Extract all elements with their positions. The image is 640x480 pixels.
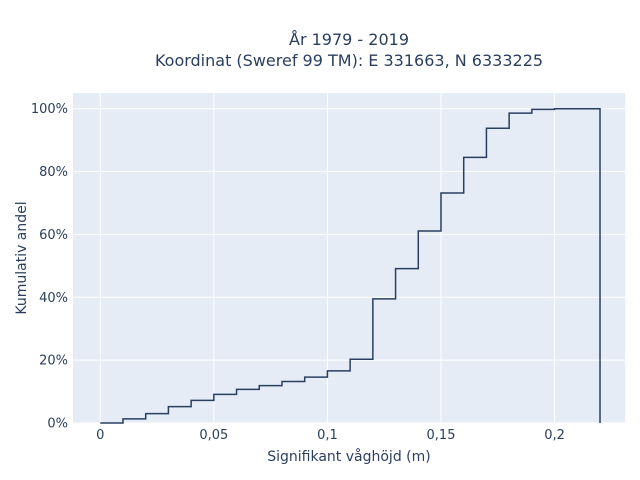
tick-labels: 0 0,05 0,1 0,15 0,2 0% 20% 40% 60% 80% 100%	[31, 102, 565, 443]
x-tick-label: 0,15	[427, 428, 456, 443]
x-tick-label: 0,05	[199, 428, 228, 443]
y-tick-label: 20%	[39, 354, 68, 369]
series-layer	[100, 107, 601, 424]
grid-lines	[73, 93, 625, 424]
x-axis-title: Signifikant våghöjd (m)	[267, 448, 430, 465]
x-tick-label: 0,2	[544, 428, 565, 443]
y-tick-label: 80%	[39, 165, 68, 180]
y-tick-label: 0%	[47, 417, 68, 432]
y-tick-label: 100%	[31, 102, 68, 117]
chart-title: År 1979 - 2019	[289, 30, 409, 49]
plot-area	[73, 93, 625, 423]
y-tick-label: 40%	[39, 291, 68, 306]
x-tick-label: 0	[96, 428, 104, 443]
chart-subtitle: Koordinat (Sweref 99 TM): E 331663, N 63…	[155, 51, 543, 70]
cumulative-step-line	[100, 107, 601, 424]
x-tick-label: 0,1	[317, 428, 338, 443]
y-tick-label: 60%	[39, 228, 68, 243]
y-axis-title: Kumulativ andel	[14, 201, 30, 314]
